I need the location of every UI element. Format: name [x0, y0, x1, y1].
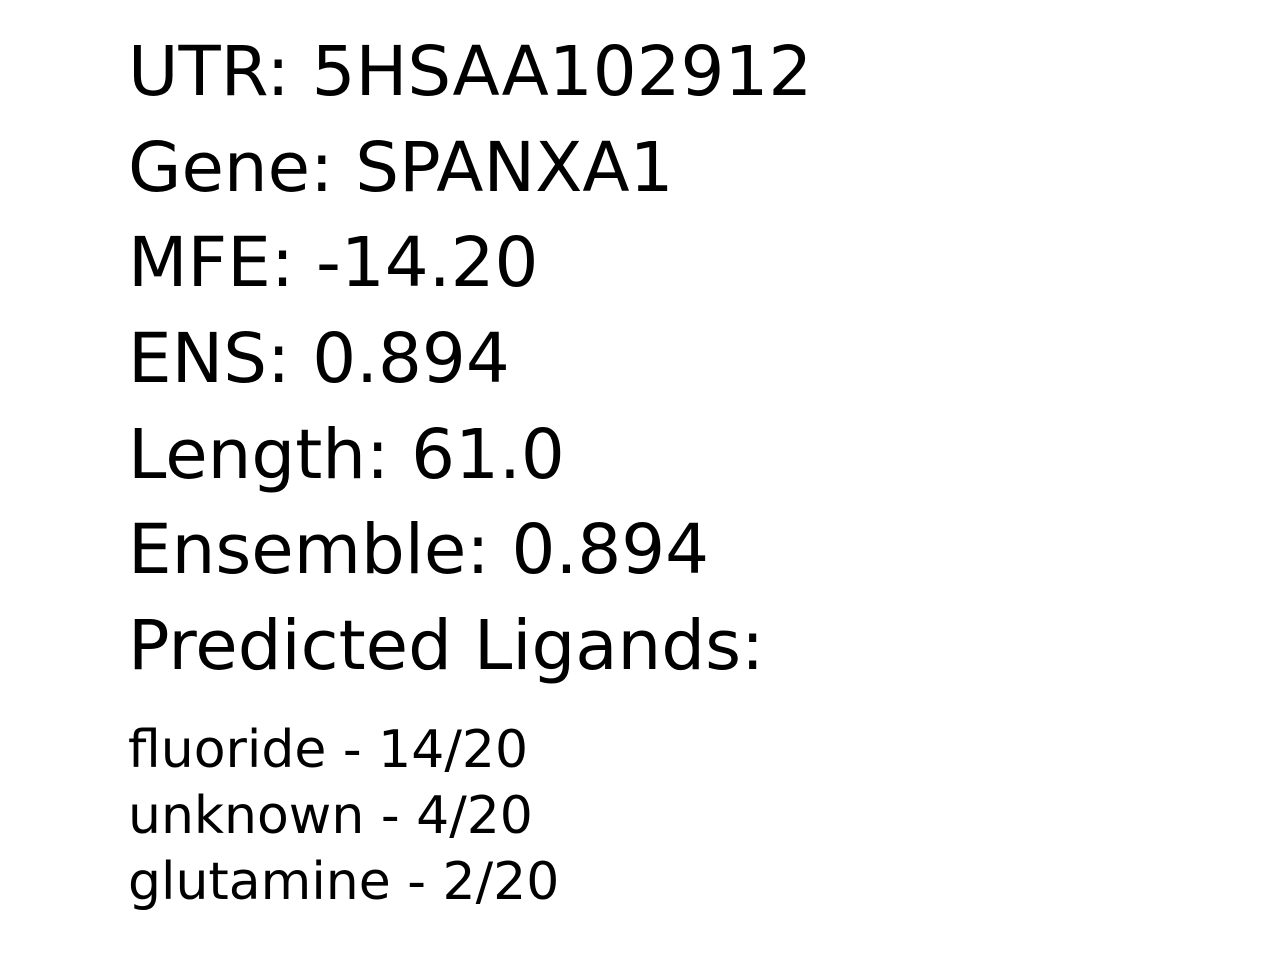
ligand-item: glutamine - 2/20 — [128, 852, 560, 912]
utr-id-line: UTR: 5HSAA102912 — [128, 32, 813, 112]
gene-line: Gene: SPANXA1 — [128, 128, 674, 208]
ens-line: ENS: 0.894 — [128, 319, 510, 399]
ensemble-line: Ensemble: 0.894 — [128, 510, 710, 590]
length-line: Length: 61.0 — [128, 415, 565, 495]
predicted-ligands-heading: Predicted Ligands: — [128, 606, 765, 686]
mfe-line: MFE: -14.20 — [128, 223, 539, 303]
ligand-item: unknown - 4/20 — [128, 786, 533, 846]
ligand-item: fluoride - 14/20 — [128, 720, 529, 780]
